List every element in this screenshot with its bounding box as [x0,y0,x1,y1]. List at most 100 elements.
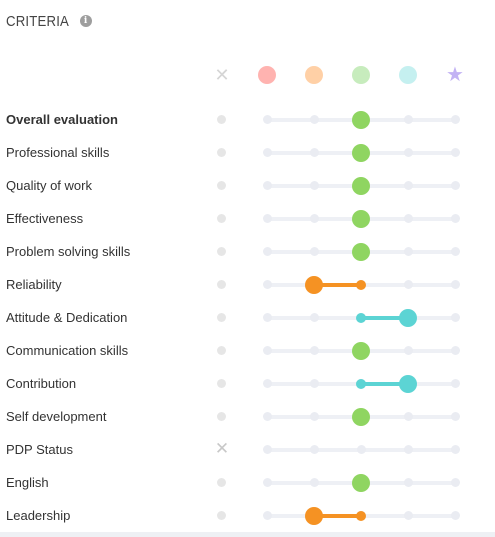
selected-rating-dot[interactable] [352,144,370,162]
rating-option-4[interactable] [403,511,413,520]
rating-option-5[interactable] [450,478,460,487]
selected-rating-dot[interactable] [399,309,417,327]
rating-option-4[interactable] [403,115,413,124]
na-option[interactable] [217,280,226,289]
rating-option-5[interactable] [450,445,460,454]
rating-option-4[interactable] [403,478,413,487]
selected-rating-dot[interactable] [305,276,323,294]
rating-option-1[interactable] [262,412,272,421]
selected-rating-dot[interactable] [352,210,370,228]
legend-dot [258,66,276,84]
rating-option-4[interactable] [403,148,413,157]
rating-option-5[interactable] [450,412,460,421]
rating-option-4[interactable] [403,346,413,355]
legend-level-3 [346,60,376,90]
rating-option-2[interactable] [309,181,319,190]
rating-option-1[interactable] [262,379,272,388]
rating-option-5[interactable] [450,313,460,322]
rating-option-2[interactable] [309,379,319,388]
selected-rating-dot[interactable] [399,375,417,393]
na-option[interactable] [217,346,226,355]
rating-option-1[interactable] [262,214,272,223]
legend-na: ✕ [207,60,237,90]
rating-option-2[interactable] [309,115,319,124]
rating-option-5[interactable] [450,181,460,190]
criteria-row: Quality of work [0,169,495,202]
rating-option-4[interactable] [403,247,413,256]
na-option[interactable] [217,313,226,322]
rating-option-4[interactable] [403,445,413,454]
rating-option-4[interactable] [403,181,413,190]
na-option[interactable] [217,115,226,124]
previous-rating-dot [356,313,366,323]
criteria-header: CRITERIA i [6,10,92,32]
rating-option-2[interactable] [309,478,319,487]
rating-option-5[interactable] [450,214,460,223]
rating-option-1[interactable] [262,346,272,355]
rating-option-2[interactable] [309,445,319,454]
info-icon[interactable]: i [79,15,92,27]
rating-change-bar [361,316,408,320]
rating-option-2[interactable] [309,148,319,157]
rating-option-1[interactable] [262,511,272,520]
na-selected-icon[interactable]: ✕ [214,439,230,458]
rating-option-5[interactable] [450,247,460,256]
rating-option-2[interactable] [309,247,319,256]
na-option[interactable] [217,511,226,520]
rating-option-1[interactable] [262,181,272,190]
rating-option-5[interactable] [450,148,460,157]
criteria-label: Attitude & Dedication [6,310,128,325]
selected-rating-dot[interactable] [352,408,370,426]
selected-rating-dot[interactable] [352,342,370,360]
rating-option-2[interactable] [309,313,319,322]
rating-option-2[interactable] [309,346,319,355]
previous-rating-dot [356,511,366,521]
rating-option-4[interactable] [403,214,413,223]
rating-option-1[interactable] [262,247,272,256]
criteria-label: Leadership [6,508,71,523]
close-icon: ✕ [214,65,230,85]
rating-option-2[interactable] [309,214,319,223]
rating-option-2[interactable] [309,412,319,421]
criteria-row: Communication skills [0,334,495,367]
criteria-row: Effectiveness [0,202,495,235]
selected-rating-dot[interactable] [352,111,370,129]
rating-option-1[interactable] [262,115,272,124]
criteria-row: PDP Status ✕ [0,433,495,466]
previous-rating-dot [356,280,366,290]
na-option[interactable] [217,181,226,190]
na-option[interactable] [217,148,226,157]
rating-option-5[interactable] [450,115,460,124]
selected-rating-dot[interactable] [352,177,370,195]
na-option[interactable] [217,478,226,487]
criteria-row: Self development [0,400,495,433]
selected-rating-dot[interactable] [352,243,370,261]
na-option[interactable] [217,214,226,223]
legend-level-2 [299,60,329,90]
criteria-row: Attitude & Dedication [0,301,495,334]
na-option[interactable] [217,247,226,256]
legend-dot [399,66,417,84]
criteria-label: Overall evaluation [6,112,118,127]
na-option[interactable] [217,412,226,421]
rating-option-1[interactable] [262,280,272,289]
rating-option-4[interactable] [403,412,413,421]
criteria-label: Professional skills [6,145,110,160]
rating-option-5[interactable] [450,280,460,289]
rating-change-bar [314,514,361,518]
criteria-label: English [6,475,49,490]
rating-option-1[interactable] [262,445,272,454]
na-option[interactable] [217,379,226,388]
rating-option-1[interactable] [262,478,272,487]
rating-option-1[interactable] [262,148,272,157]
rating-option-4[interactable] [403,280,413,289]
rating-option-5[interactable] [450,379,460,388]
rating-option-1[interactable] [262,313,272,322]
rating-option-3[interactable] [356,445,366,454]
rating-option-5[interactable] [450,511,460,520]
selected-rating-dot[interactable] [305,507,323,525]
criteria-list: Overall evaluation Professional skills Qua… [0,103,495,532]
selected-rating-dot[interactable] [352,474,370,492]
rating-option-5[interactable] [450,346,460,355]
criteria-label: Quality of work [6,178,92,193]
